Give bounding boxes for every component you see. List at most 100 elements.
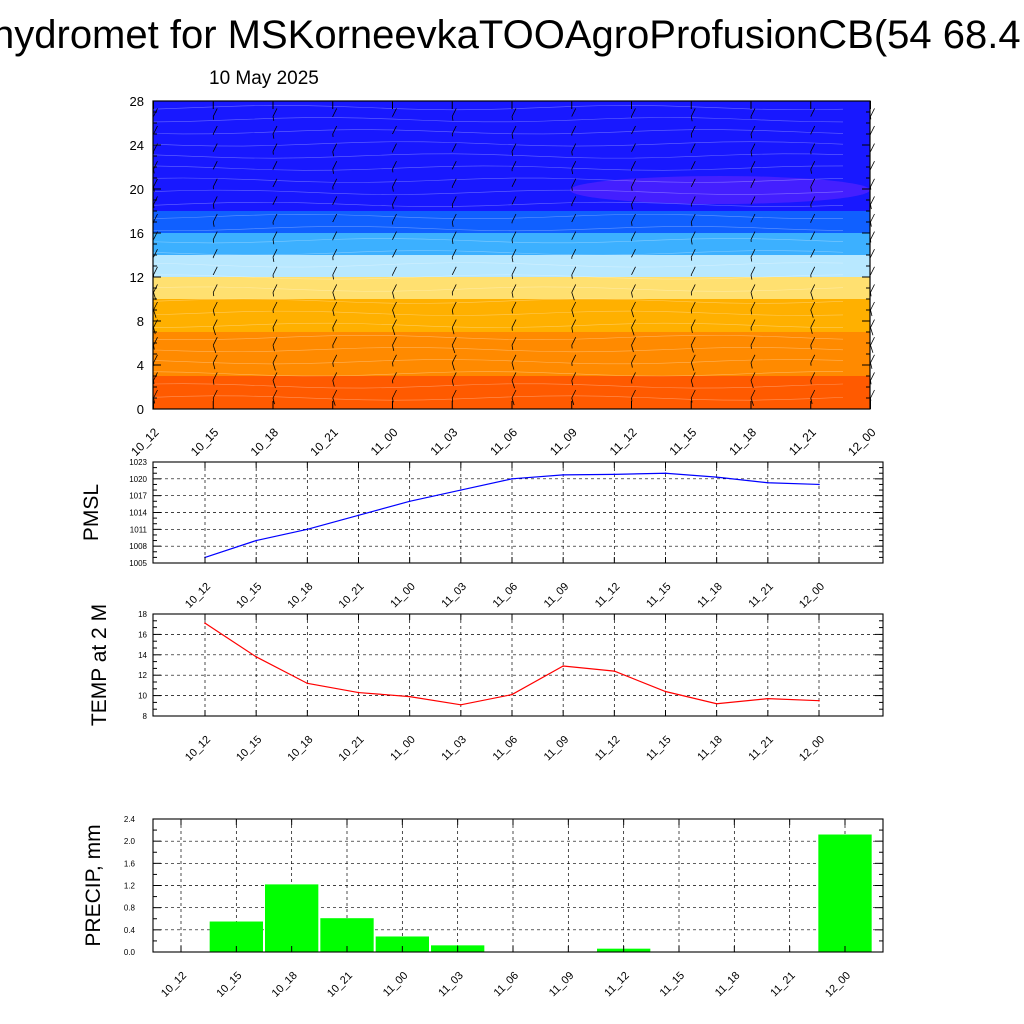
- wind-barb-flag: [212, 125, 218, 135]
- pmsl-point: [357, 514, 360, 517]
- precip-y-tick-label: 1.2: [124, 882, 136, 891]
- wind-barb-flag: [392, 231, 397, 240]
- wind-barb-flag: [810, 231, 816, 240]
- cross-section-x-tick-label: 11_03: [428, 425, 461, 458]
- wind-barb-flag: [212, 249, 218, 258]
- wind-barb-shaft: [631, 327, 635, 336]
- wind-barb-flag: [690, 337, 696, 346]
- precip-x-tick-label: 10_12: [159, 970, 189, 1000]
- wind-barb-flag: [810, 266, 816, 275]
- precip-x-tick-label: 10_18: [270, 970, 300, 1000]
- precip-y-tick-label: 1.6: [124, 859, 136, 868]
- wind-barb-flag: [571, 319, 577, 328]
- wind-barb-flag: [750, 231, 756, 240]
- cross-section-x-tick-label: 10_15: [188, 425, 222, 459]
- temp-x-tick-label: 11_21: [746, 734, 776, 764]
- wind-barb-flag: [272, 266, 278, 275]
- wind-barb-shaft: [631, 221, 633, 226]
- wind-barb-flag: [571, 108, 577, 117]
- wind-barb-flag: [750, 213, 756, 223]
- wind-barb-shaft: [750, 380, 754, 388]
- cross-section-x-tick-label: 11_12: [607, 425, 640, 458]
- wind-barb-flag: [870, 389, 875, 399]
- wind-barb-flag: [332, 125, 338, 135]
- wind-barb-flag: [571, 125, 577, 135]
- wind-barb-flag: [272, 161, 278, 170]
- wind-barb-flag: [451, 161, 457, 170]
- wind-barb-flag: [392, 108, 397, 117]
- wind-barb-flag: [451, 354, 457, 363]
- wind-barb-shaft: [750, 345, 752, 349]
- wind-barb-shaft: [750, 274, 753, 280]
- pmsl-point: [818, 483, 820, 486]
- wind-barb-shaft: [690, 380, 694, 388]
- cross-section-contour: [152, 359, 844, 365]
- wind-barb-shaft: [511, 133, 514, 139]
- wind-barb-shaft: [212, 345, 217, 354]
- cross-section-purple-region: [570, 176, 870, 204]
- temp-x-tick-label: 11_18: [695, 734, 725, 764]
- wind-barb-shaft: [272, 257, 275, 262]
- wind-barb-shaft: [451, 239, 454, 244]
- wind-barb-flag: [750, 249, 756, 258]
- wind-barb-flag: [810, 301, 816, 311]
- wind-barb-flag: [153, 178, 158, 187]
- cross-section-x-tick-label: 11_21: [786, 425, 819, 458]
- wind-barb-flag: [332, 249, 338, 258]
- cross-section-x-tick-label: 10_12: [128, 425, 162, 459]
- cross-section-contour: [152, 165, 844, 171]
- cross-section-x-tick-label: 12_00: [845, 425, 879, 459]
- cross-section-contour: [152, 213, 844, 219]
- wind-barb-flag: [870, 301, 875, 311]
- cross-section-contour: [152, 189, 844, 195]
- wind-barb-shaft: [690, 345, 694, 353]
- wind-barb-shaft: [870, 221, 872, 227]
- wind-barb-flag: [332, 161, 338, 170]
- precip-y-tick-label: 2.0: [124, 837, 136, 846]
- wind-barb-flag: [212, 196, 218, 205]
- wind-barb-flag: [272, 178, 278, 187]
- temp-y-tick-label: 16: [138, 630, 147, 639]
- wind-barb-flag: [571, 389, 577, 399]
- wind-barb-shaft: [212, 380, 215, 385]
- wind-barb-flag: [511, 231, 517, 240]
- wind-barb-flag: [511, 213, 517, 223]
- temp-x-tick-label: 12_00: [797, 734, 827, 764]
- wind-barb-flag: [750, 337, 756, 346]
- wind-barb-shaft: [750, 362, 753, 369]
- wind-barb-flag: [332, 372, 338, 381]
- wind-barb-flag: [451, 125, 457, 135]
- temp-panel: 8 10 12 14 16 18 10_12 10_15 10_18 10_21 11_00 11_0…: [88, 604, 884, 764]
- wind-barb-flag: [750, 301, 756, 311]
- temp-x-tick-label: 10_18: [285, 734, 315, 764]
- cross-section-contour: [152, 226, 844, 232]
- wind-barb-flag: [571, 161, 577, 170]
- wind-barb-shaft: [511, 274, 514, 279]
- cross-section-contour: [152, 371, 844, 377]
- wind-barb-shaft: [571, 186, 573, 191]
- wind-barb-shaft: [153, 309, 157, 318]
- wind-barb-shaft: [810, 397, 813, 404]
- pmsl-y-tick-label: 1011: [130, 525, 148, 534]
- wind-barb-flag: [690, 319, 696, 328]
- temp-plot-area: [153, 614, 883, 716]
- wind-barb-shaft: [272, 239, 275, 245]
- wind-barb-shaft: [332, 309, 335, 317]
- precip-y-tick-label: 0.4: [124, 926, 136, 935]
- wind-barb-shaft: [451, 327, 455, 335]
- wind-barb-flag: [511, 284, 517, 293]
- wind-barb-flag: [690, 266, 696, 275]
- wind-barb-flag: [451, 231, 457, 240]
- wind-barb-flag: [451, 178, 457, 187]
- wind-barb-flag: [870, 161, 875, 170]
- wind-barb-shaft: [690, 133, 693, 138]
- cross-section-contour: [152, 298, 844, 304]
- temp-x-tick-label: 10_15: [234, 734, 264, 764]
- pmsl-point: [306, 528, 309, 531]
- wind-barb-flag: [272, 389, 278, 399]
- pmsl-point: [562, 474, 564, 476]
- cross-section-x-tick-label: 11_09: [547, 425, 580, 458]
- pmsl-point: [255, 539, 257, 542]
- wind-barb-flag: [212, 284, 218, 293]
- wind-barb-flag: [153, 213, 158, 223]
